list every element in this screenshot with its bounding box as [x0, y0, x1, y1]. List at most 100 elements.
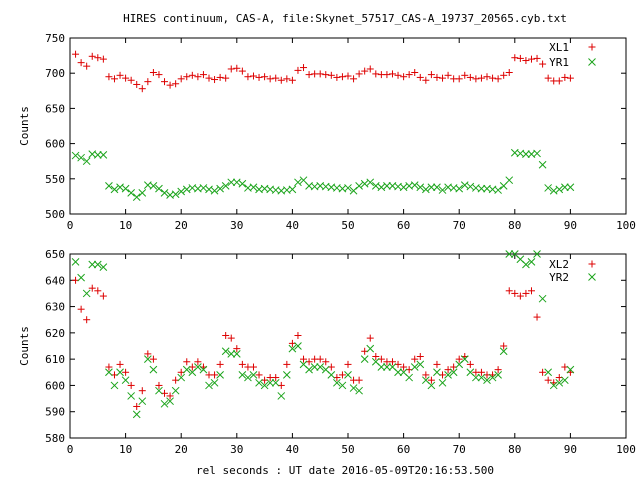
data-point	[527, 287, 535, 295]
data-point	[438, 186, 447, 194]
data-point	[121, 376, 130, 385]
data-point	[555, 77, 563, 85]
data-point	[232, 178, 241, 187]
data-point	[210, 186, 219, 195]
data-point	[155, 381, 163, 389]
data-point	[499, 347, 508, 356]
x-tick-label: 30	[230, 443, 243, 456]
data-point	[566, 365, 575, 374]
data-point	[561, 73, 569, 81]
data-point	[211, 76, 219, 84]
data-point	[266, 75, 274, 83]
data-point	[166, 397, 174, 406]
data-point	[489, 74, 497, 82]
data-point	[132, 410, 141, 419]
data-point	[260, 381, 269, 390]
data-point	[244, 73, 252, 81]
data-point	[194, 358, 202, 366]
data-point	[182, 185, 191, 194]
x-tick-label: 80	[508, 443, 521, 456]
bottom-axis-ticks: 0 10 20 30 40 50 60 70 80 90 100 580 590 600 610 620 630…	[45, 248, 636, 456]
data-point	[549, 381, 558, 390]
data-point	[177, 75, 185, 83]
data-point	[338, 371, 346, 379]
data-point	[555, 378, 564, 387]
data-point	[399, 183, 408, 192]
data-point	[82, 289, 91, 298]
data-point	[244, 373, 252, 382]
data-point	[516, 54, 524, 62]
data-point	[466, 182, 475, 191]
data-point	[94, 287, 102, 295]
data-point	[105, 368, 113, 377]
data-point	[222, 74, 230, 82]
data-point	[516, 292, 524, 300]
data-point	[355, 386, 363, 395]
data-point	[361, 67, 369, 75]
data-point	[99, 151, 108, 159]
top-data-marks	[71, 50, 575, 201]
data-point	[282, 371, 291, 379]
data-point	[105, 181, 113, 190]
data-point	[205, 381, 213, 390]
data-point	[172, 80, 180, 88]
data-point	[255, 378, 263, 387]
data-point	[383, 181, 391, 190]
data-point	[249, 183, 258, 192]
x-tick-label: 20	[175, 443, 188, 456]
data-point	[216, 371, 224, 379]
data-point	[511, 54, 519, 62]
data-point	[155, 184, 163, 193]
x-tick-label: 40	[286, 443, 299, 456]
y-tick-label: 750	[45, 32, 65, 45]
data-point	[488, 373, 497, 382]
data-point	[439, 74, 447, 82]
data-point	[127, 381, 135, 389]
data-point	[316, 363, 325, 371]
data-point	[422, 76, 430, 84]
data-point	[238, 371, 247, 379]
y-tick-label: 620	[45, 327, 65, 340]
x-tick-label: 60	[397, 443, 410, 456]
data-point	[138, 397, 147, 406]
data-point	[327, 371, 336, 379]
data-point	[460, 355, 469, 363]
data-point	[116, 71, 124, 79]
data-point	[93, 151, 102, 159]
data-point	[566, 74, 574, 82]
data-point	[221, 347, 230, 356]
bottom-y-axis-label: Counts	[18, 326, 31, 366]
data-point	[472, 373, 480, 382]
data-point	[177, 373, 186, 382]
x-tick-label: 50	[341, 219, 354, 232]
data-point	[233, 64, 241, 72]
data-point	[227, 178, 236, 187]
data-point	[238, 67, 246, 75]
data-point	[538, 294, 547, 303]
data-point	[283, 360, 291, 368]
data-point	[149, 355, 157, 363]
data-point	[322, 71, 330, 79]
data-point	[88, 260, 97, 269]
data-point	[538, 160, 547, 169]
y-tick-label: 610	[45, 353, 65, 366]
data-point	[227, 334, 235, 342]
data-point	[199, 71, 207, 79]
data-point	[527, 55, 535, 63]
data-point	[466, 360, 474, 368]
data-point	[305, 71, 313, 79]
data-point	[216, 73, 224, 81]
data-point	[93, 260, 102, 269]
data-point	[232, 350, 241, 358]
data-point	[105, 73, 113, 81]
data-point	[271, 378, 280, 387]
data-point	[360, 179, 369, 188]
data-point	[494, 75, 502, 83]
y-tick-label: 700	[45, 67, 65, 80]
data-point	[216, 184, 224, 193]
data-point	[149, 365, 158, 374]
data-point	[294, 66, 302, 74]
data-point	[88, 52, 96, 60]
data-point	[127, 392, 136, 400]
data-point	[355, 181, 363, 190]
